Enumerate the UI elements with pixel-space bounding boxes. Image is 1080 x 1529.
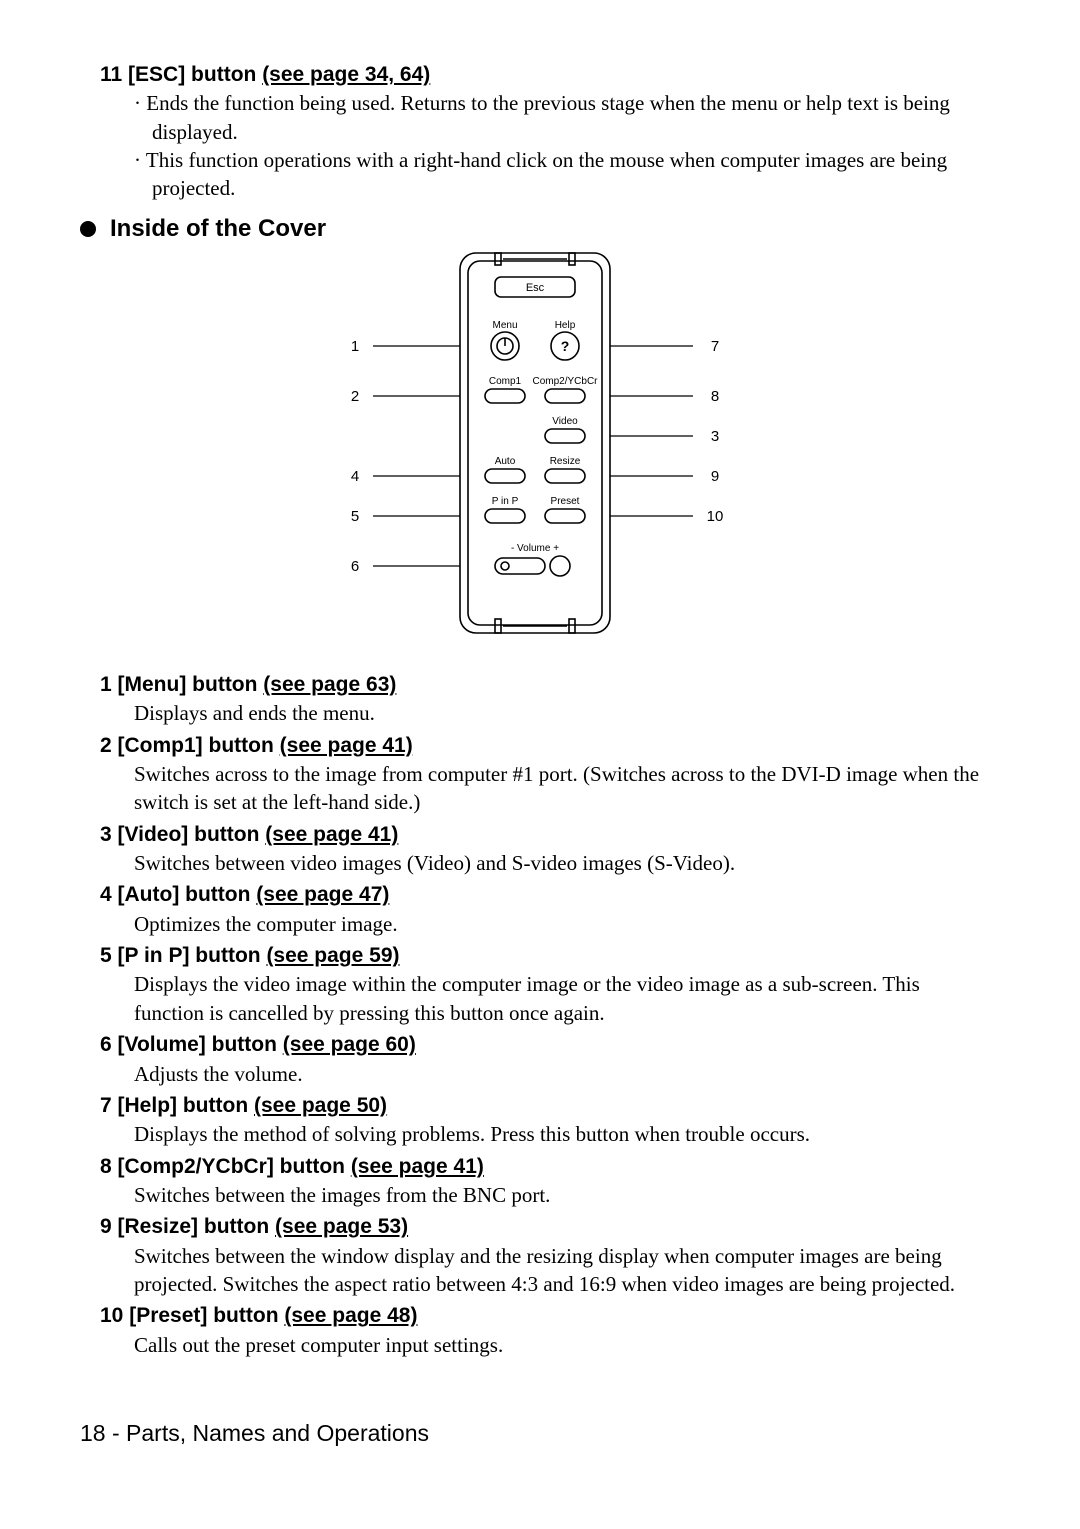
svg-text:2: 2 bbox=[351, 388, 359, 405]
svg-text:Help: Help bbox=[555, 320, 576, 331]
item-desc: Optimizes the computer image. bbox=[134, 910, 990, 938]
item-heading: 1 [Menu] button (see page 63) bbox=[100, 670, 990, 699]
item-heading: 6 [Volume] button (see page 60) bbox=[100, 1030, 990, 1059]
item-heading: 7 [Help] button (see page 50) bbox=[100, 1091, 990, 1120]
item-num: 8 bbox=[100, 1155, 118, 1178]
item-num: 4 bbox=[100, 883, 118, 906]
svg-text:Resize: Resize bbox=[550, 456, 581, 467]
item-title: [Resize] button bbox=[118, 1215, 276, 1238]
svg-text:Comp1: Comp1 bbox=[489, 376, 522, 387]
see-page-link[interactable]: (see page 50) bbox=[254, 1094, 387, 1117]
see-page-link[interactable]: (see page 53) bbox=[275, 1215, 408, 1238]
item-heading: 2 [Comp1] button (see page 41) bbox=[100, 731, 990, 760]
item-desc: Switches between the window display and … bbox=[134, 1242, 990, 1299]
item-title: [Menu] button bbox=[118, 673, 264, 696]
item-title: [Help] button bbox=[118, 1094, 254, 1117]
item-heading: 10 [Preset] button (see page 48) bbox=[100, 1301, 990, 1330]
svg-text:Video: Video bbox=[552, 416, 578, 427]
see-page-link[interactable]: (see page 59) bbox=[266, 944, 399, 967]
svg-text:4: 4 bbox=[351, 468, 359, 485]
svg-text:Preset: Preset bbox=[551, 496, 580, 507]
remote-diagram: Esc Menu Help? Comp1 Comp2/YCbCr Video Auto Res… bbox=[80, 251, 990, 656]
item-title: [Auto] button bbox=[118, 883, 257, 906]
section-title: Inside of the Cover bbox=[110, 215, 326, 243]
svg-text:P in P: P in P bbox=[492, 496, 519, 507]
item-title: [Video] button bbox=[118, 823, 266, 846]
item-heading: 8 [Comp2/YCbCr] button (see page 41) bbox=[100, 1152, 990, 1181]
svg-text:Menu: Menu bbox=[492, 320, 517, 331]
item-num: 11 bbox=[100, 63, 122, 86]
item-num: 6 bbox=[100, 1033, 118, 1056]
item-heading: 9 [Resize] button (see page 53) bbox=[100, 1212, 990, 1241]
item-title: [Volume] button bbox=[118, 1033, 283, 1056]
see-page-link[interactable]: (see page 41) bbox=[280, 734, 413, 757]
page-footer: 18 - Parts, Names and Operations bbox=[80, 1420, 429, 1447]
item-desc: Adjusts the volume. bbox=[134, 1060, 990, 1088]
svg-text:1: 1 bbox=[351, 338, 359, 355]
see-page-link[interactable]: (see page 63) bbox=[263, 673, 396, 696]
item-num: 5 bbox=[100, 944, 118, 967]
svg-text:Auto: Auto bbox=[495, 456, 516, 467]
see-page-link[interactable]: (see page 47) bbox=[256, 883, 389, 906]
svg-text:6: 6 bbox=[351, 558, 359, 575]
item-desc: Switches across to the image from comput… bbox=[134, 760, 990, 817]
item-heading: 3 [Video] button (see page 41) bbox=[100, 820, 990, 849]
item-desc: Calls out the preset computer input sett… bbox=[134, 1331, 990, 1359]
item-title: [Preset] button bbox=[129, 1304, 284, 1327]
item-num: 10 bbox=[100, 1304, 129, 1327]
item-num: 9 bbox=[100, 1215, 118, 1238]
svg-text:3: 3 bbox=[711, 428, 719, 445]
item-num: 7 bbox=[100, 1094, 118, 1117]
item-desc: Displays and ends the menu. bbox=[134, 699, 990, 727]
item-title: [ESC] button bbox=[128, 63, 256, 86]
item-title: [P in P] button bbox=[118, 944, 267, 967]
item-heading-11: 11 [ESC] button (see page 34, 64) bbox=[100, 60, 990, 89]
svg-text:- Volume +: - Volume + bbox=[511, 543, 559, 554]
svg-text:9: 9 bbox=[711, 468, 719, 485]
item-num: 3 bbox=[100, 823, 118, 846]
see-page-link[interactable]: (see page 48) bbox=[284, 1304, 417, 1327]
see-page-link[interactable]: (see page 41) bbox=[351, 1155, 484, 1178]
item-heading: 5 [P in P] button (see page 59) bbox=[100, 941, 990, 970]
item-desc: Displays the method of solving problems.… bbox=[134, 1120, 990, 1148]
item-num: 1 bbox=[100, 673, 118, 696]
svg-text:5: 5 bbox=[351, 508, 359, 525]
svg-text:Comp2/YCbCr: Comp2/YCbCr bbox=[532, 376, 598, 387]
svg-text:Esc: Esc bbox=[526, 282, 545, 294]
see-page-link[interactable]: (see page 41) bbox=[265, 823, 398, 846]
svg-text:10: 10 bbox=[707, 508, 724, 525]
item-desc: Switches between video images (Video) an… bbox=[134, 849, 990, 877]
bullet-icon bbox=[80, 221, 96, 237]
item-title: [Comp2/YCbCr] button bbox=[118, 1155, 351, 1178]
item-desc: Displays the video image within the comp… bbox=[134, 970, 990, 1027]
item-desc: Switches between the images from the BNC… bbox=[134, 1181, 990, 1209]
item-heading: 4 [Auto] button (see page 47) bbox=[100, 880, 990, 909]
item-num: 2 bbox=[100, 734, 118, 757]
see-page-link[interactable]: (see page 60) bbox=[283, 1033, 416, 1056]
see-page-link[interactable]: (see page 34, 64) bbox=[262, 63, 430, 86]
svg-text:?: ? bbox=[561, 338, 570, 354]
bullet-line: · Ends the function being used. Returns … bbox=[134, 89, 990, 146]
bullet-line: · This function operations with a right-… bbox=[134, 146, 990, 203]
svg-text:8: 8 bbox=[711, 388, 719, 405]
item-title: [Comp1] button bbox=[118, 734, 280, 757]
svg-text:7: 7 bbox=[711, 338, 719, 355]
section-heading: Inside of the Cover bbox=[80, 215, 990, 243]
